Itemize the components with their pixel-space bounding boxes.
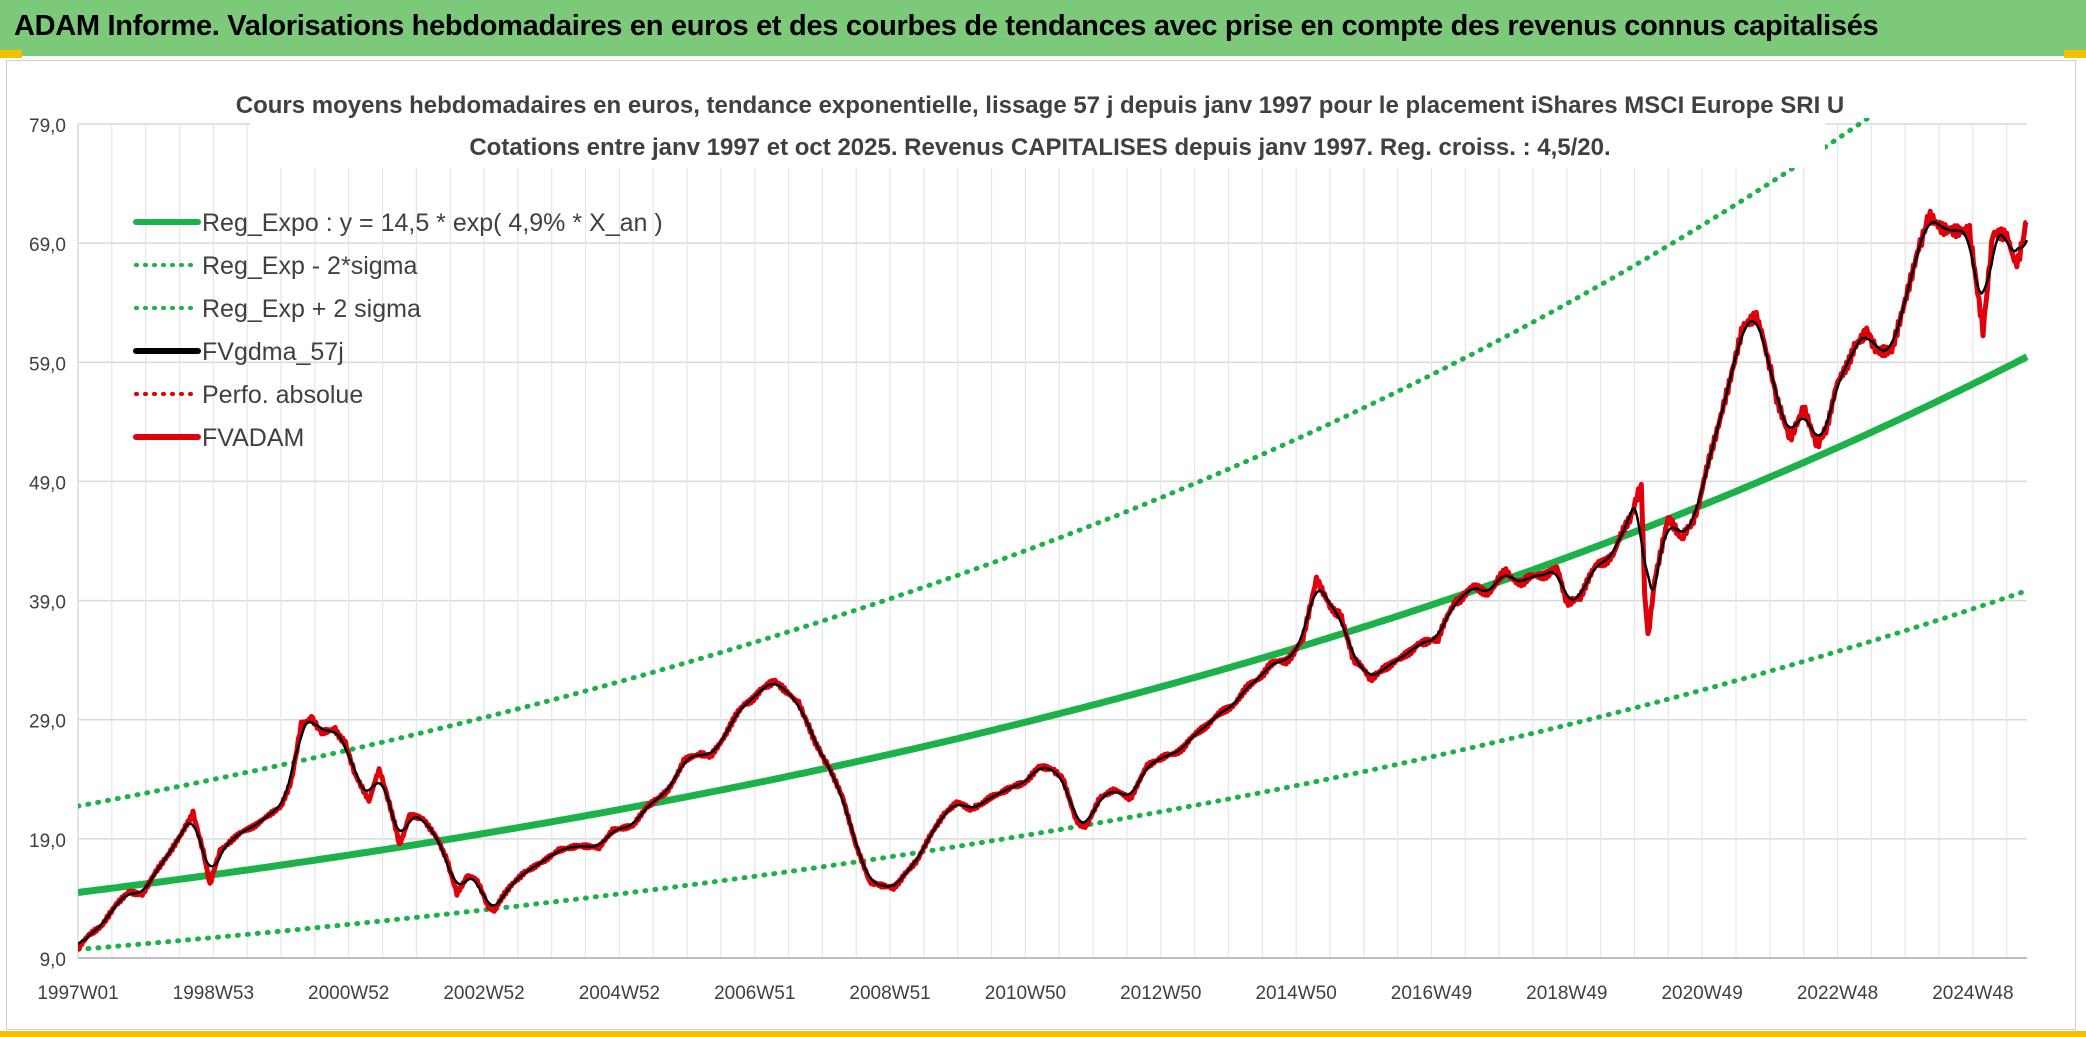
x-tick-label: 2004W52 [579, 983, 660, 1004]
x-tick-label: 2002W52 [443, 983, 524, 1004]
legend-label: Reg_Exp - 2*sigma [202, 252, 417, 280]
legend-label: FVgdma_57j [202, 338, 344, 366]
x-tick-label: 2014W50 [1255, 983, 1336, 1004]
title-background [250, 82, 1825, 168]
chart-curves [78, 118, 2030, 952]
x-axis-ticks: 1997W01 1998W53 2000W52 2002W52 2004W52 2006W… [37, 983, 2013, 1004]
chart-title-line2: Cotations entre janv 1997 et oct 2025. R… [469, 134, 1610, 161]
bottom-bar [0, 1031, 2086, 1037]
legend-label: Reg_Exp + 2 sigma [202, 295, 421, 323]
legend-label: Reg_Expo : y = 14,5 * exp( 4,9% * X_an ) [202, 209, 663, 237]
x-tick-label: 2000W52 [308, 983, 389, 1004]
x-tick-label: 2008W51 [849, 983, 930, 1004]
legend-label: Perfo. absolue [202, 381, 363, 409]
y-tick-label: 69,0 [29, 235, 66, 256]
x-tick-label: 1997W01 [37, 983, 118, 1004]
legend-item: FVgdma_57j [133, 338, 344, 366]
y-tick-label: 29,0 [29, 712, 66, 733]
y-tick-label: 49,0 [29, 473, 66, 494]
x-tick-label: 1998W53 [173, 983, 254, 1004]
legend-item: FVADAM [133, 424, 304, 452]
x-tick-label: 2024W48 [1932, 983, 2013, 1004]
report-banner: ADAM Informe. Valorisations hebdomadaire… [0, 0, 2086, 58]
banner-corner-right [2064, 50, 2086, 58]
y-tick-label: 79,0 [29, 116, 66, 137]
reg-exp-minus-2sigma-line [78, 588, 2030, 952]
y-tick-label: 59,0 [29, 354, 66, 375]
x-tick-label: 2016W49 [1391, 983, 1472, 1004]
banner-corner-left [0, 50, 22, 58]
x-tick-label: 2012W50 [1120, 983, 1201, 1004]
y-axis-ticks: 79,0 69,0 59,0 49,0 39,0 29,0 19,0 9,0 [29, 116, 66, 971]
y-tick-label: 9,0 [40, 950, 66, 971]
y-tick-label: 19,0 [29, 831, 66, 852]
reg-expo-line [78, 353, 2029, 896]
report-title: ADAM Informe. Valorisations hebdomadaire… [14, 10, 1879, 42]
legend-item: Reg_Expo : y = 14,5 * exp( 4,9% * X_an ) [133, 209, 663, 237]
x-tick-label: 2020W49 [1661, 983, 1742, 1004]
legend-label: FVADAM [202, 424, 304, 452]
legend-item: Reg_Exp + 2 sigma [134, 295, 421, 323]
x-tick-label: 2006W51 [714, 983, 795, 1004]
chart-title-line1: Cours moyens hebdomadaires en euros, ten… [236, 92, 1845, 119]
legend-item: Reg_Exp - 2*sigma [134, 252, 417, 280]
reg-exp-plus-2sigma-line [78, 118, 1873, 809]
x-tick-label: 2018W49 [1526, 983, 1607, 1004]
y-tick-label: 39,0 [29, 593, 66, 614]
chart-legend: Reg_Expo : y = 14,5 * exp( 4,9% * X_an )… [133, 209, 663, 452]
legend-item: Perfo. absolue [134, 381, 363, 409]
fvgdma-57j-line [78, 220, 2029, 945]
x-tick-label: 2010W50 [985, 983, 1066, 1004]
x-tick-label: 2022W48 [1797, 983, 1878, 1004]
